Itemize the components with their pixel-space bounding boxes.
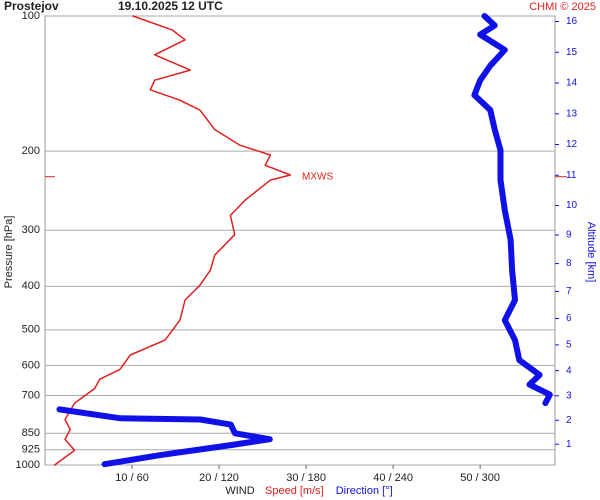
credit: CHMI © 2025 (529, 1, 596, 13)
y2-tick-label: 13 (566, 108, 578, 119)
y-tick-label: 400 (22, 280, 40, 292)
y2-tick-label: 11 (566, 170, 577, 181)
y2-tick-label: 1 (566, 439, 572, 450)
y-tick-label: 500 (22, 324, 40, 336)
y2-axis-label: Altitude [km] (585, 222, 597, 283)
y-axis-label: Pressure [hPa] (3, 216, 15, 289)
x-tick-label: 20 / 120 (199, 472, 239, 484)
y-tick-label: 600 (22, 359, 40, 371)
y-tick-label: 700 (22, 389, 40, 401)
y2-tick-label: 3 (566, 390, 572, 401)
x-tick-label: 40 / 240 (373, 472, 413, 484)
y-tick-label: 1000 (16, 459, 40, 471)
legend-entry: Speed [m/s] (265, 485, 324, 497)
legend-entry: Direction [°] (336, 485, 393, 497)
y-tick-label: 925 (22, 444, 40, 456)
y2-tick-label: 16 (566, 16, 578, 27)
series-line (56, 13, 553, 468)
y-tick-label: 850 (22, 427, 40, 439)
y-tick-label: 200 (22, 145, 40, 157)
y2-tick-label: 4 (566, 365, 572, 376)
x-tick-label: 10 / 60 (115, 472, 149, 484)
y-tick-label: 300 (22, 224, 40, 236)
annotation: MXWS (302, 171, 333, 182)
y2-tick-label: 10 (566, 200, 578, 211)
y2-tick-label: 5 (566, 340, 572, 351)
x-axis-label: WIND (225, 485, 254, 497)
y2-tick-label: 6 (566, 313, 572, 324)
chart-subtitle: 19.10.2025 12 UTC (118, 0, 223, 13)
y2-tick-label: 9 (566, 230, 572, 241)
y2-tick-label: 8 (566, 258, 572, 269)
x-tick-label: 30 / 180 (286, 472, 326, 484)
y2-tick-label: 15 (566, 47, 578, 58)
x-tick-label: 50 / 300 (460, 472, 500, 484)
y2-tick-label: 7 (566, 286, 572, 297)
y2-tick-label: 12 (566, 139, 578, 150)
y-tick-label: 100 (22, 10, 40, 22)
y2-tick-label: 2 (566, 415, 572, 426)
series-line (53, 15, 292, 466)
y2-tick-label: 14 (566, 78, 578, 89)
chart-title: Prostejov (4, 0, 59, 13)
